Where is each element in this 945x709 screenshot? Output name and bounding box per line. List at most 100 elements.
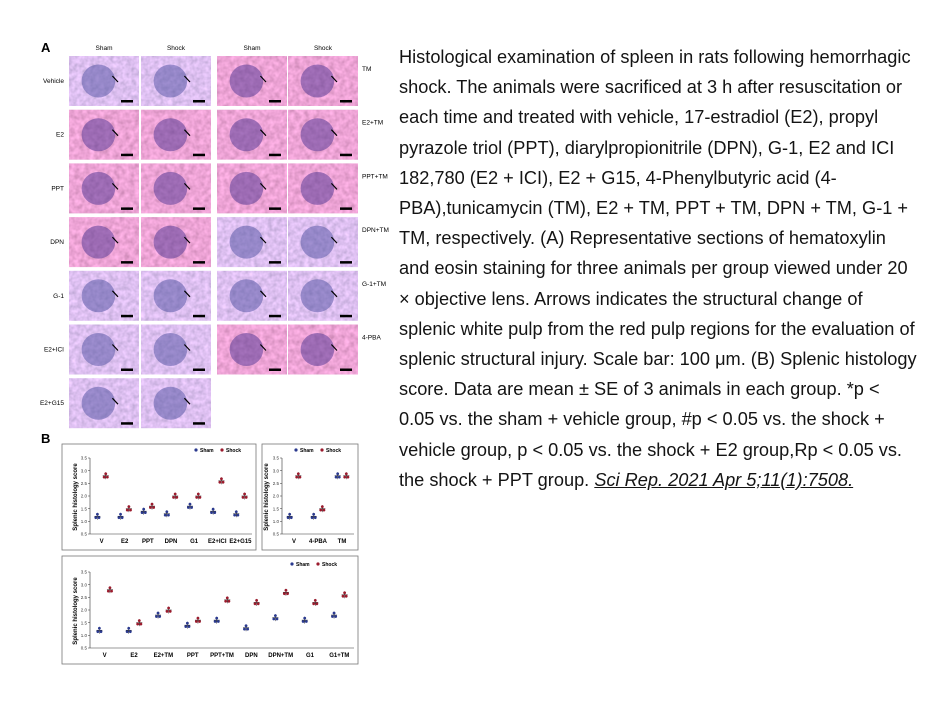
panel-b-letter: B [41,431,50,446]
data-point [343,475,347,479]
histology-tile [217,324,287,375]
arrow-icon [259,236,267,244]
scale-bar [269,207,281,210]
sham-point-group [117,512,124,520]
data-point [196,492,200,496]
arrow-icon [259,129,267,137]
sham-point-group [125,626,132,634]
histology-tile [69,270,139,321]
data-point [216,620,220,623]
data-point [127,505,131,509]
arrow-icon [330,344,338,351]
y-tick-label: 1.5 [273,506,280,511]
row-label: DPN [50,239,64,246]
legend-marker-shock [316,562,320,566]
histology-tile [141,270,211,321]
shock-point-group [312,598,319,606]
legend-marker-sham [290,562,294,566]
y-tick-label: 2.0 [81,608,88,613]
y-tick-label: 0.5 [81,646,88,651]
histology-tile [69,109,139,160]
data-point [96,630,100,634]
histology-tile [69,56,139,106]
scale-bar [193,153,205,157]
white-pulp [81,279,116,313]
row-label: PPT+TM [362,173,388,180]
shock-point-group [343,472,350,480]
chart-2-frame [261,443,359,551]
scale-bar [193,422,205,425]
histology-tile [141,56,211,106]
data-point [218,480,222,484]
data-point [108,586,112,590]
white-pulp [153,225,188,259]
y-tick-label: 1.5 [81,506,88,511]
sham-point-group [213,616,220,624]
data-point [246,627,250,631]
caption-text: Histological examination of spleen in ra… [399,47,917,490]
histology-tile [141,217,211,268]
data-point [220,477,223,481]
histology-tile [288,109,358,160]
arrow-icon [183,397,191,405]
sham-point-group [233,510,240,518]
row-label: E2 [56,132,64,139]
data-point [125,630,129,634]
y-tick-label: 2.0 [273,494,280,499]
sham-point-group [163,510,170,518]
arrow-icon [330,75,338,83]
scale-bar [121,207,133,210]
data-point [143,511,147,514]
data-point [286,592,289,596]
legend-label-shock: Shock [326,448,341,454]
data-point [139,622,143,626]
legend-label-sham: Sham [300,448,314,454]
data-point [188,502,192,506]
data-point [334,615,338,618]
legend-marker-sham [294,448,298,452]
scale-bar [340,100,352,103]
data-point [211,507,215,511]
histology-tile [288,217,358,268]
data-point [194,620,198,623]
white-pulp [229,225,264,259]
data-point [243,627,246,631]
data-point [312,512,316,516]
legend-label-sham: Sham [200,448,214,454]
data-point [344,594,348,598]
panel-a-histology: Sham Shock Sham Shock Vehicle E2 PPT DPN G-1 E2+I… [40,45,389,429]
data-point [334,475,338,479]
x-tick-label: V [100,539,104,545]
y-tick-label: 3.0 [81,468,88,473]
shock-point-group [125,505,132,513]
arrow-icon [111,290,119,298]
histology-tile [69,378,139,429]
data-point [273,614,277,617]
scale-bar [269,368,281,371]
scale-bar [193,261,205,264]
data-point [210,511,213,514]
white-pulp [300,333,335,366]
row-label: DPN+TM [362,227,389,234]
data-point [119,512,122,516]
row-label: Vehicle [43,78,64,85]
data-point [165,610,169,613]
histology-tile [217,56,287,106]
column-header: Shock [167,45,186,52]
arrow-icon [111,129,119,137]
histology-tile [288,270,358,321]
scale-bar [193,314,205,318]
scale-bar [340,261,352,264]
data-point [167,513,170,517]
row-label: PPT [51,185,64,192]
data-point [241,496,245,499]
white-pulp [81,333,116,366]
data-point [224,599,228,603]
arrow-icon [330,290,338,298]
scale-bar [269,314,281,318]
shock-point-group [149,502,156,510]
histology-tile [288,324,358,375]
